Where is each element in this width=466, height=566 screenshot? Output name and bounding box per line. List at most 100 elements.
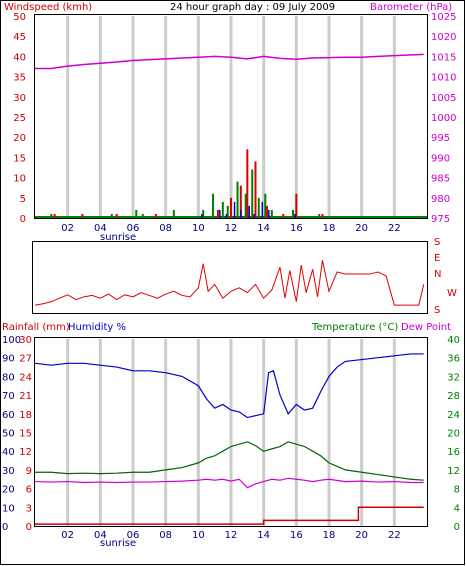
baro-tick-label: 1005 [431, 93, 456, 104]
wind-minor-bar [248, 205, 250, 218]
rainfall-line [35, 506, 424, 525]
avg-wind-bar [244, 193, 247, 218]
wind-minor-bar [219, 209, 221, 218]
x-tick-label: 12 [225, 530, 238, 541]
x-tick-label: 08 [159, 530, 172, 541]
wind-tick-label: 30 [13, 93, 26, 104]
x-tick-label: 06 [127, 223, 140, 234]
baro-tick-label: 1025 [431, 12, 456, 23]
wind-tick-label: 35 [13, 73, 26, 84]
rain-tick-label: 24 [19, 372, 32, 383]
avg-wind-bar [318, 213, 321, 218]
avg-wind-bar [257, 197, 260, 218]
x-tick-label: 22 [388, 223, 401, 234]
humidity-tick-label: 90 [2, 354, 15, 365]
avg-wind-bar [135, 209, 138, 218]
direction-tick-label: E [434, 253, 440, 264]
gust-bar [265, 205, 268, 218]
sunrise-label-top: sunrise [100, 232, 136, 243]
x-tick-label: 04 [94, 530, 107, 541]
avg-wind-bar [226, 205, 229, 218]
wind-series [35, 53, 427, 218]
x-tick-label: 12 [225, 223, 238, 234]
rain-tick-label: 18 [19, 410, 32, 421]
direction-series [34, 260, 425, 306]
avg-wind-bar [292, 209, 295, 218]
x-tick-label: 04 [94, 223, 107, 234]
baro-tick-label: 985 [431, 174, 450, 185]
humidity-tick-label: 100 [2, 335, 21, 346]
x-tick-label: 02 [61, 530, 74, 541]
gust-bar [81, 213, 84, 218]
baro-tick-label: 980 [431, 194, 450, 205]
rain-tick-label: 15 [19, 429, 32, 440]
humidity-tick-label: 10 [2, 503, 15, 514]
gust-bar [254, 161, 257, 218]
x-tick-label: 02 [61, 223, 74, 234]
rain-tick-label: 3 [26, 503, 32, 514]
baro-tick-label: 995 [431, 133, 450, 144]
humidity-tick-label: 40 [2, 447, 15, 458]
x-tick-label: 14 [257, 223, 270, 234]
wind-gridlines [66, 16, 396, 218]
gust-bar [115, 213, 118, 218]
direction-tick-label: N [434, 269, 441, 280]
temp-tick-label: 8 [454, 485, 460, 496]
humidity-tick-label: 20 [2, 485, 15, 496]
gust-bar [321, 213, 324, 218]
temp-tick-label: 28 [447, 391, 460, 402]
temp-tick-label: 20 [447, 429, 460, 440]
direction-tick-label: S [434, 305, 440, 316]
humidity-tick-label: 50 [2, 429, 15, 440]
wind-direction-line [34, 260, 425, 306]
temp-tick-label: 32 [447, 372, 460, 383]
avg-wind-bar [110, 213, 113, 218]
wind-tick-label: 45 [13, 32, 26, 43]
rain-tick-label: 12 [19, 447, 32, 458]
direction-w-label: W [447, 288, 457, 299]
x-tick-label: 10 [192, 223, 205, 234]
barometer-axis-title: Barometer (hPa) [370, 2, 452, 13]
humidity-tick-label: 30 [2, 466, 15, 477]
rainfall-axis-title: Rainfall (mm) [2, 322, 70, 333]
x-tick-label: 10 [192, 530, 205, 541]
barometer-line [35, 53, 424, 70]
avg-wind-bar [221, 201, 224, 218]
wind-tick-label: 40 [13, 52, 26, 63]
temp-series [34, 353, 424, 525]
avg-wind-bar [236, 181, 239, 218]
baro-tick-label: 1015 [431, 52, 456, 63]
temp-gridlines [66, 339, 396, 526]
baro-tick-label: 975 [431, 214, 450, 225]
humidity-tick-label: 70 [2, 391, 15, 402]
humidity-tick-label: 60 [2, 410, 15, 421]
temp-tick-label: 0 [454, 522, 460, 533]
humidity-axis-title: Humidity % [68, 322, 126, 333]
baro-tick-label: 990 [431, 153, 450, 164]
x-tick-label: 08 [159, 223, 172, 234]
wind-tick-label: 50 [13, 12, 26, 23]
baro-tick-label: 1020 [431, 32, 456, 43]
x-tick-label: 18 [323, 530, 336, 541]
temp-tick-label: 4 [454, 503, 460, 514]
gust-bar [53, 213, 56, 218]
wind-tick-label: 10 [13, 174, 26, 185]
wind-minor-bar [261, 201, 264, 218]
temp-tick-label: 40 [447, 335, 460, 346]
rain-tick-label: 6 [26, 485, 32, 496]
avg-wind-bar [141, 213, 144, 218]
wind-minor-bar [294, 213, 296, 218]
rain-tick-label: 0 [26, 522, 32, 533]
temp-tick-label: 16 [447, 447, 460, 458]
wind-minor-bar [233, 201, 236, 218]
gust-bar [295, 193, 298, 218]
temp-tick-label: 24 [447, 410, 460, 421]
avg-wind-bar [251, 169, 254, 218]
rain-tick-label: 30 [19, 335, 32, 346]
avg-wind-bar [50, 213, 53, 218]
gust-bar [239, 185, 242, 218]
wind-tick-label: 0 [20, 214, 26, 225]
wind-minor-bar [240, 209, 242, 218]
gust-bar [230, 197, 232, 218]
